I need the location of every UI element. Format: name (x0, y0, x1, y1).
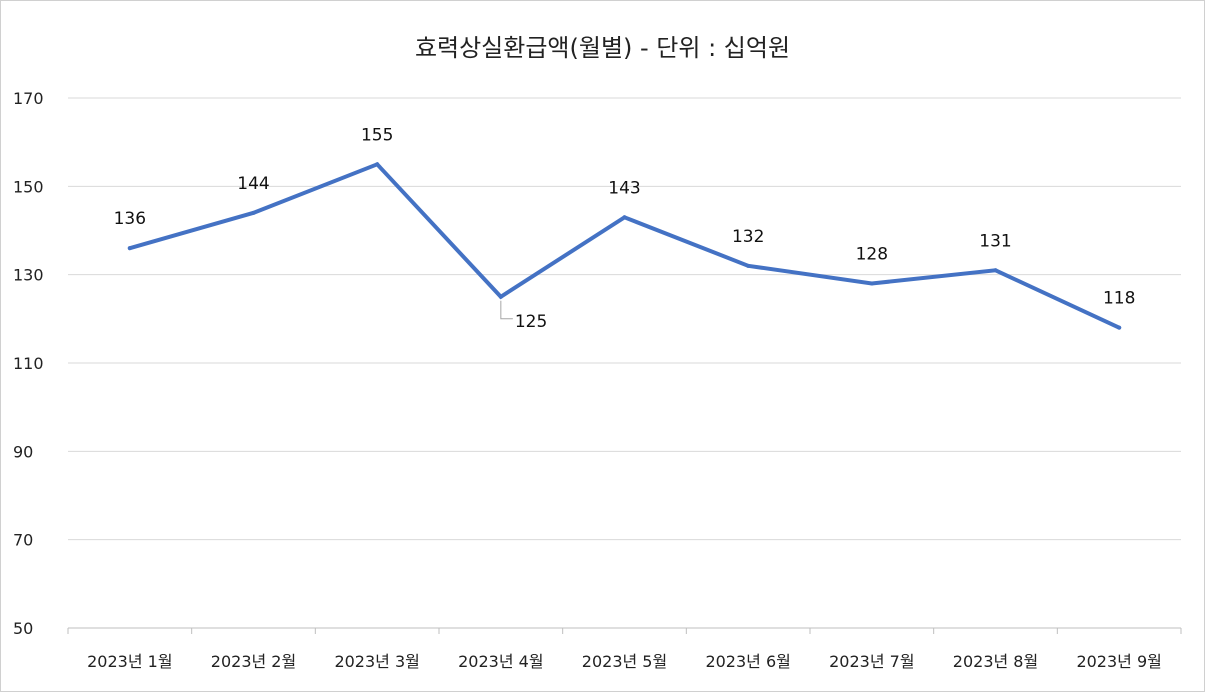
data-point (869, 281, 874, 286)
x-tick-label: 2023년 6월 (705, 652, 790, 671)
y-tick-label: 90 (13, 442, 33, 461)
x-tick-label: 2023년 8월 (953, 652, 1038, 671)
data-point (375, 162, 380, 167)
y-tick-label: 170 (13, 89, 44, 108)
data-point (746, 263, 751, 268)
data-label: 131 (979, 231, 1011, 251)
data-label: 144 (237, 174, 269, 194)
data-label: 132 (732, 227, 764, 247)
y-axis: 50 70 90 110 130 150 170 (13, 89, 44, 638)
x-tick-label: 2023년 7월 (829, 652, 914, 671)
data-label: 155 (361, 125, 393, 145)
data-labels: 136 144 155 125 143 132 128 131 118 (114, 125, 1136, 332)
x-tick-label: 2023년 5월 (582, 652, 667, 671)
data-point (127, 246, 132, 251)
x-tick-label: 2023년 9월 (1076, 652, 1161, 671)
data-point (1117, 325, 1122, 330)
data-label: 143 (608, 178, 640, 198)
y-tick-label: 70 (13, 531, 33, 550)
data-point (993, 268, 998, 273)
data-label: 118 (1103, 289, 1135, 309)
data-label: 125 (515, 312, 547, 332)
x-tick-label: 2023년 1월 (87, 652, 172, 671)
data-label-leader (500, 300, 513, 320)
data-point (251, 210, 256, 215)
gridlines (68, 97, 1181, 541)
data-point (622, 215, 627, 220)
data-point (498, 294, 503, 299)
x-tick-label: 2023년 2월 (211, 652, 296, 671)
y-tick-label: 150 (13, 177, 44, 196)
chart-title: 효력상실환급액(월별) - 단위 : 십억원 (414, 34, 791, 62)
data-label: 128 (856, 245, 888, 265)
series-line (127, 161, 1122, 330)
x-tick-label: 2023년 4월 (458, 652, 543, 671)
x-tick-label: 2023년 3월 (334, 652, 419, 671)
y-tick-label: 130 (13, 266, 44, 285)
x-axis: 2023년 1월 2023년 2월 2023년 3월 2023년 4월 2023년 5월… (67, 627, 1182, 671)
y-tick-label: 110 (13, 354, 44, 373)
data-label: 136 (114, 209, 146, 229)
y-tick-label: 50 (13, 619, 33, 638)
